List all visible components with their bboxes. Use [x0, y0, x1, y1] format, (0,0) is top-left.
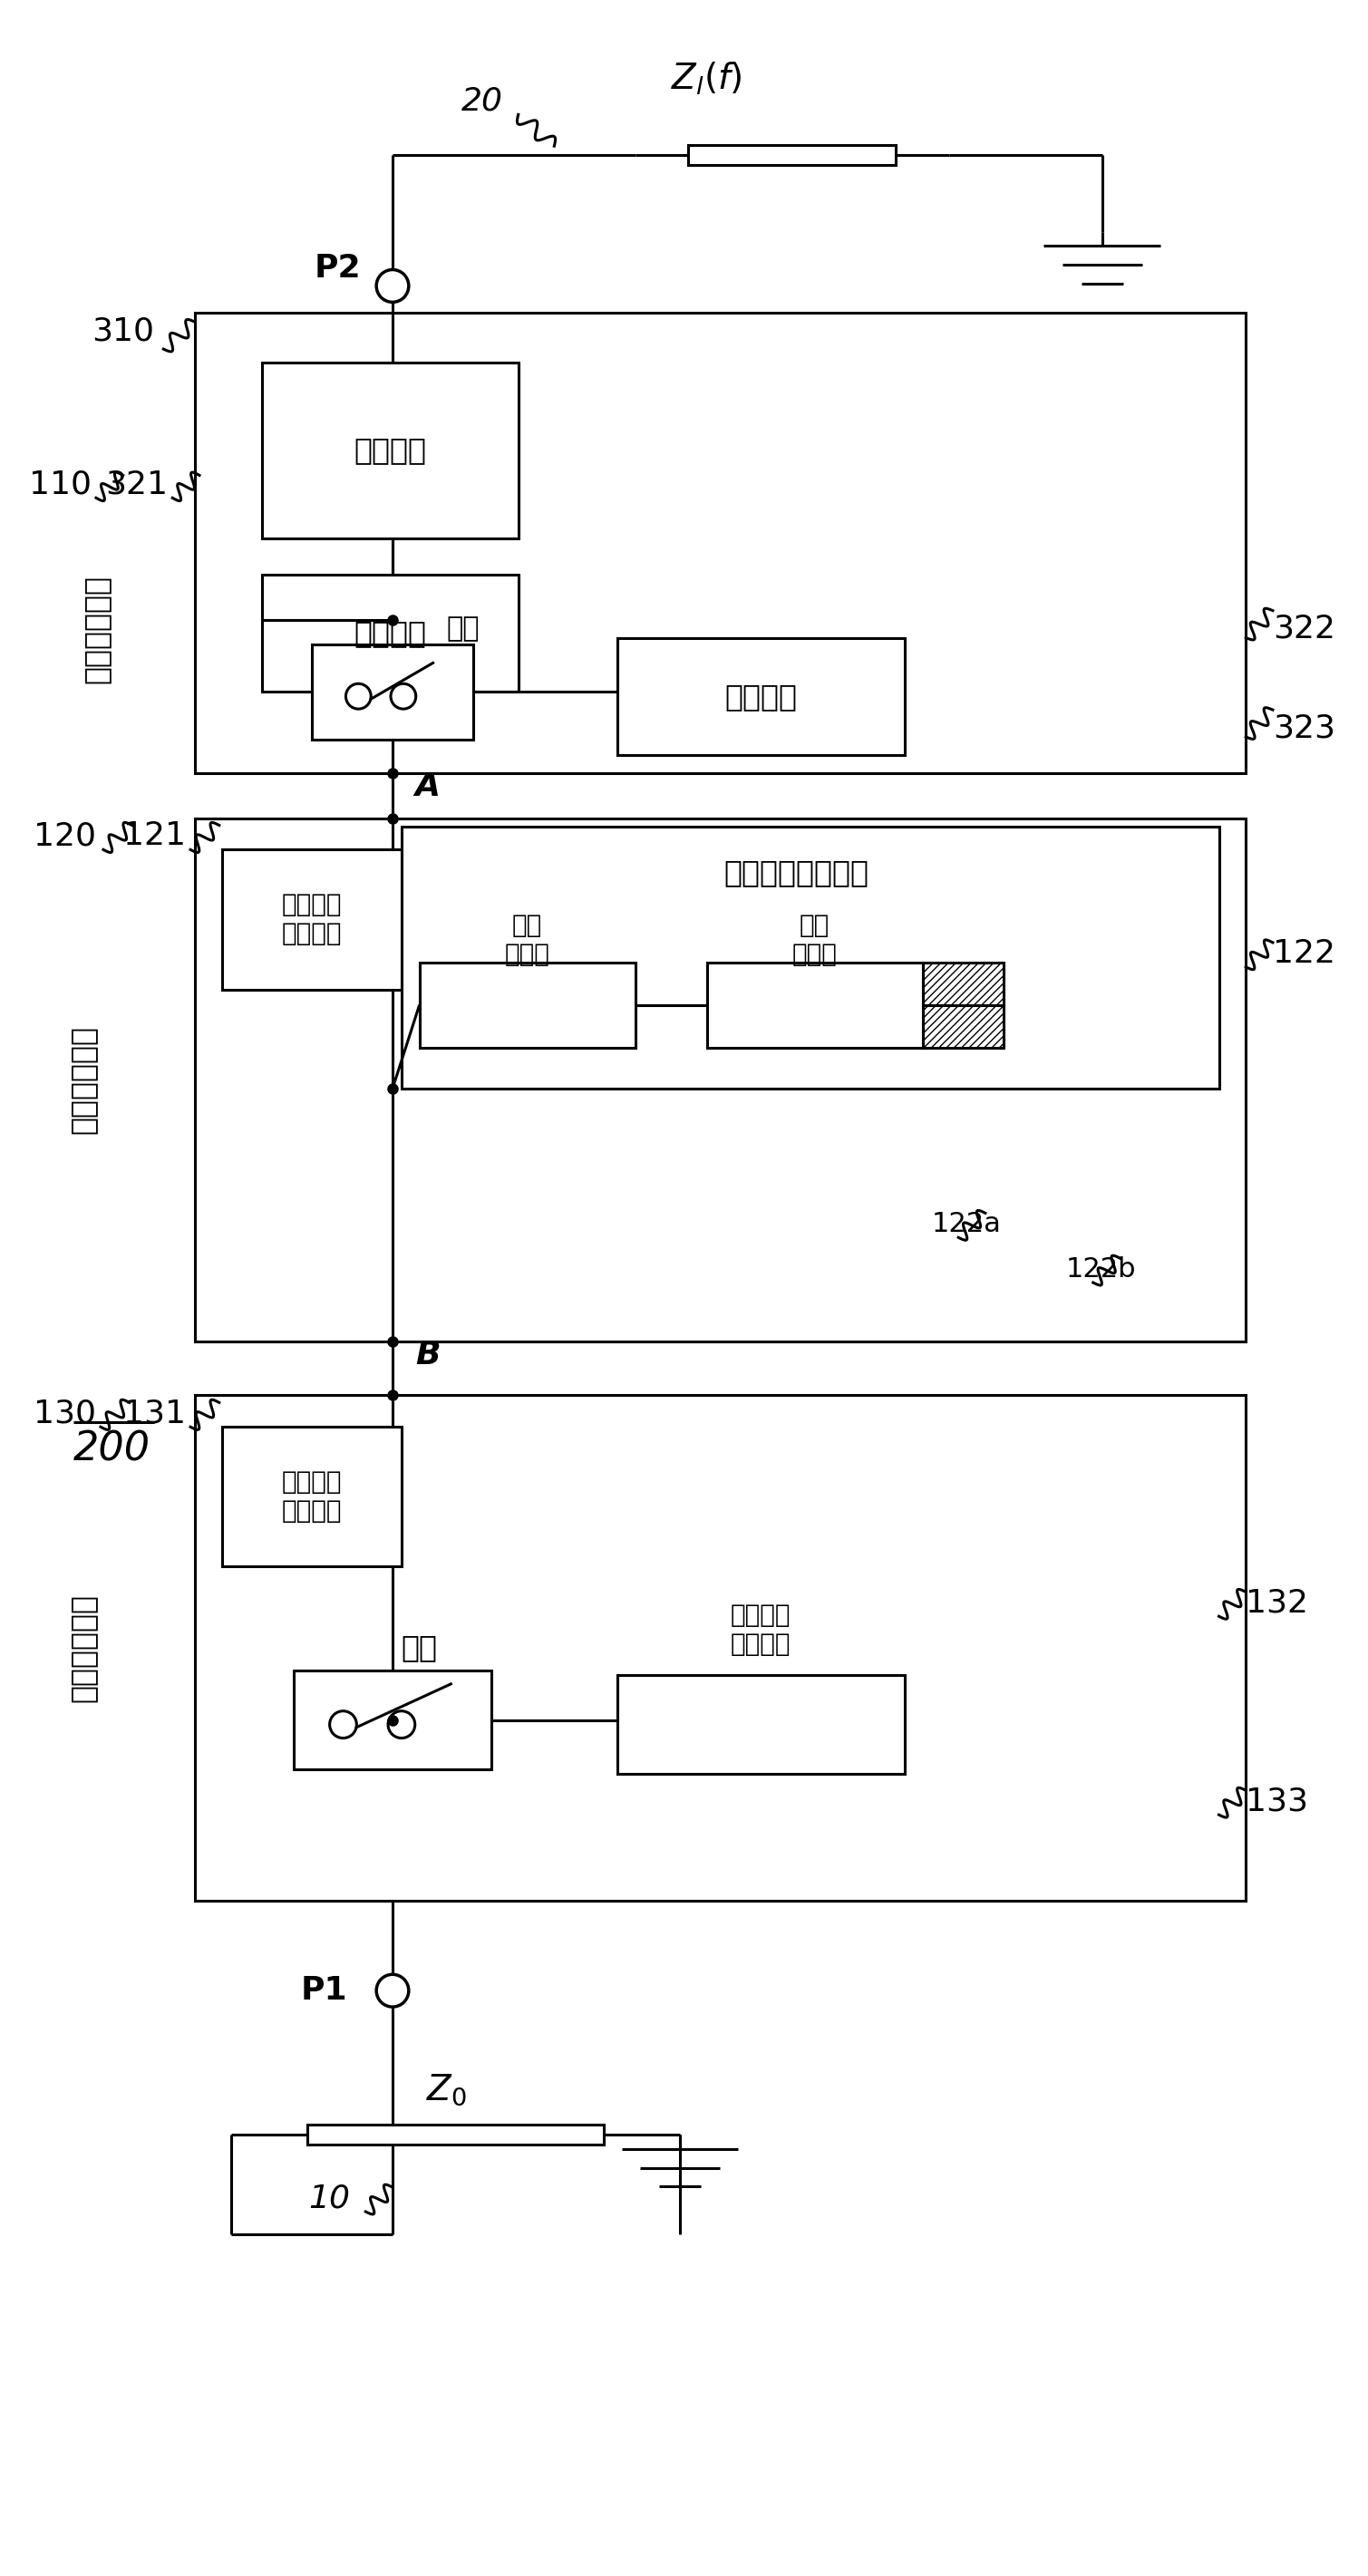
Text: 10: 10	[309, 2182, 350, 2213]
Text: A: A	[415, 770, 440, 801]
Bar	[294, 1669, 491, 1770]
Bar	[194, 1396, 1246, 1901]
Text: 副匹配块: 副匹配块	[725, 680, 798, 711]
Text: 121: 121	[123, 822, 186, 853]
Text: 开关: 开关	[401, 1633, 438, 1664]
Bar	[222, 850, 402, 989]
Text: 122a: 122a	[932, 1211, 1001, 1236]
Text: 323: 323	[1272, 714, 1335, 744]
Text: 主匹配块: 主匹配块	[353, 435, 425, 466]
Text: 第１并联匹配部件: 第１并联匹配部件	[724, 858, 869, 886]
Bar	[194, 819, 1246, 1342]
Text: P2: P2	[315, 252, 361, 283]
Text: 322: 322	[1272, 613, 1335, 644]
Text: 20: 20	[461, 85, 503, 116]
Text: 110: 110	[29, 469, 92, 500]
Text: 122: 122	[1272, 938, 1335, 969]
Bar	[308, 2125, 603, 2146]
Bar	[222, 1427, 402, 1566]
Bar	[402, 827, 1219, 1090]
Bar	[263, 574, 518, 693]
Text: 第１串联
匹配部件: 第１串联 匹配部件	[282, 891, 342, 945]
Bar	[617, 1674, 904, 1775]
Bar	[312, 644, 473, 739]
Text: 第２串联
匹配部件: 第２串联 匹配部件	[282, 1468, 342, 1525]
Bar	[617, 639, 904, 755]
Text: P1: P1	[301, 1976, 347, 2007]
Text: 310: 310	[92, 317, 155, 345]
Text: 第１匹配单元: 第１匹配单元	[81, 574, 111, 683]
Text: 133: 133	[1246, 1785, 1308, 1816]
Bar	[263, 363, 518, 538]
Text: 122b: 122b	[1066, 1257, 1137, 1283]
Text: 130: 130	[33, 1399, 96, 1430]
Text: $Z_0$: $Z_0$	[425, 2071, 466, 2107]
Text: $Z_l(f)$: $Z_l(f)$	[672, 59, 743, 98]
Text: 120: 120	[33, 822, 96, 853]
Text: 132: 132	[1246, 1587, 1308, 1618]
Text: B: B	[415, 1340, 440, 1370]
Text: 第３匹配单元: 第３匹配单元	[67, 1595, 97, 1703]
Bar	[420, 963, 635, 1048]
Bar	[688, 144, 896, 165]
Text: 第１
并联块: 第１ 并联块	[505, 912, 550, 966]
Text: 第２匹配单元: 第２匹配单元	[67, 1025, 97, 1133]
Text: 延迟电路: 延迟电路	[353, 618, 425, 649]
Bar	[922, 963, 1003, 1048]
Bar	[707, 963, 922, 1048]
Bar	[194, 312, 1246, 773]
Text: 321: 321	[105, 469, 168, 500]
Text: 第２并联
匹配部件: 第２并联 匹配部件	[731, 1602, 791, 1656]
Text: 131: 131	[123, 1399, 186, 1430]
Text: 第２
并联块: 第２ 并联块	[792, 912, 837, 966]
Text: 开关: 开关	[446, 616, 480, 641]
Text: 200: 200	[74, 1430, 150, 1468]
